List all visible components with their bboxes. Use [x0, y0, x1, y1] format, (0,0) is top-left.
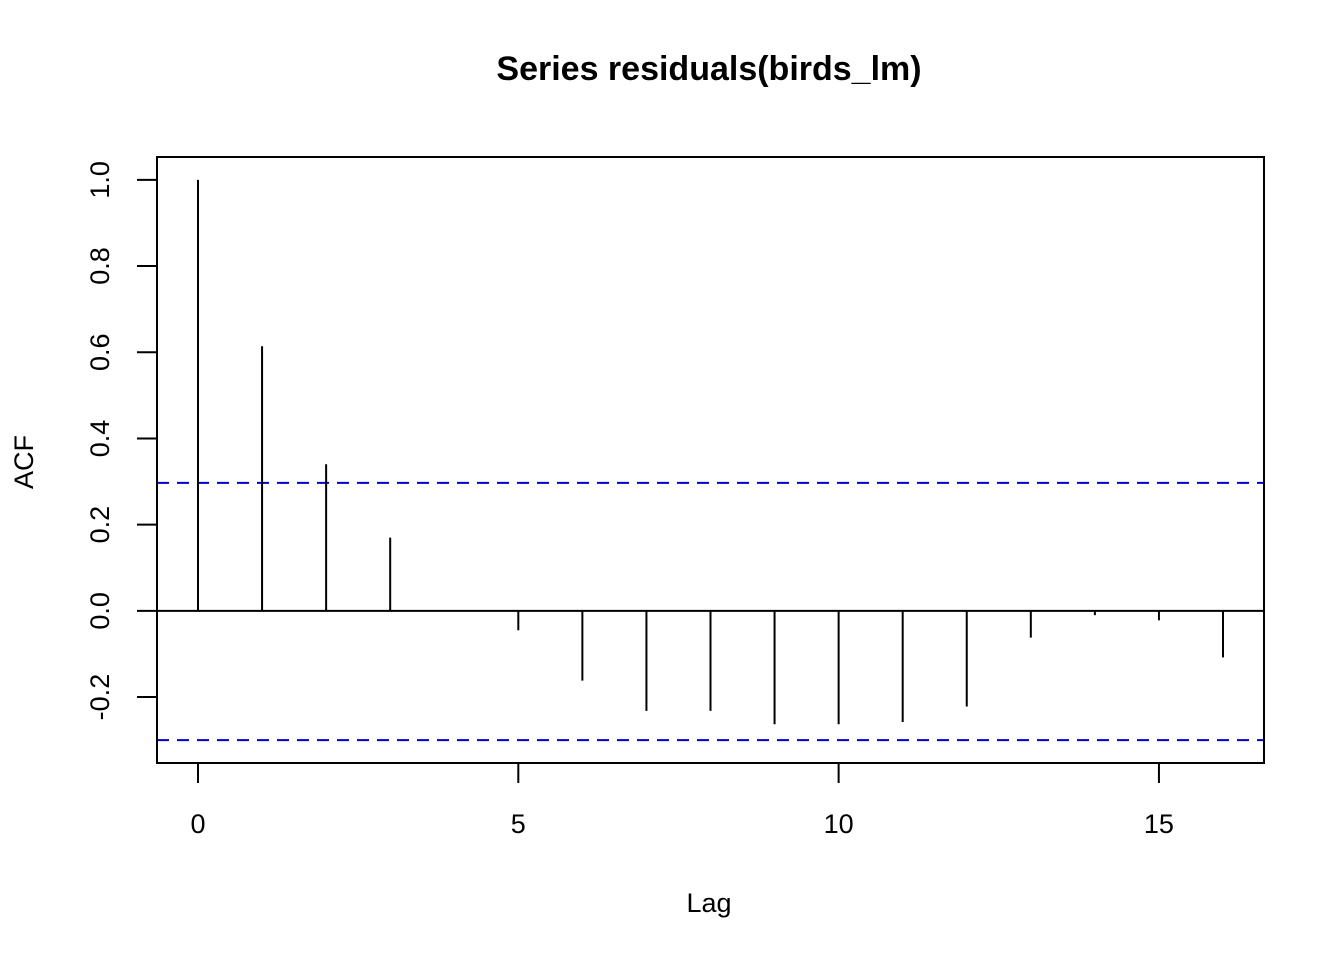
x-tick-label: 15 — [1144, 809, 1174, 839]
y-tick-label: 0.6 — [85, 333, 115, 371]
plot-frame — [156, 156, 1265, 764]
chart-marks: 0 5 10 15 -0.2 0.0 0.2 0.4 0.6 0.8 1.0 — [85, 161, 1264, 839]
y-tick-label: 0.4 — [85, 420, 115, 458]
y-tick-label: 0.8 — [85, 247, 115, 285]
x-axis-label: Lag — [686, 888, 731, 918]
y-tick-label: -0.2 — [85, 674, 115, 721]
y-tick-label: 0.0 — [85, 592, 115, 630]
x-tick-label: 5 — [511, 809, 526, 839]
y-tick-label: 0.2 — [85, 506, 115, 544]
y-axis-label: ACF — [9, 435, 39, 489]
x-tick-label: 10 — [824, 809, 854, 839]
y-tick-label: 1.0 — [85, 161, 115, 199]
x-tick-label: 0 — [190, 809, 205, 839]
chart-title: Series residuals(birds_lm) — [496, 50, 921, 88]
